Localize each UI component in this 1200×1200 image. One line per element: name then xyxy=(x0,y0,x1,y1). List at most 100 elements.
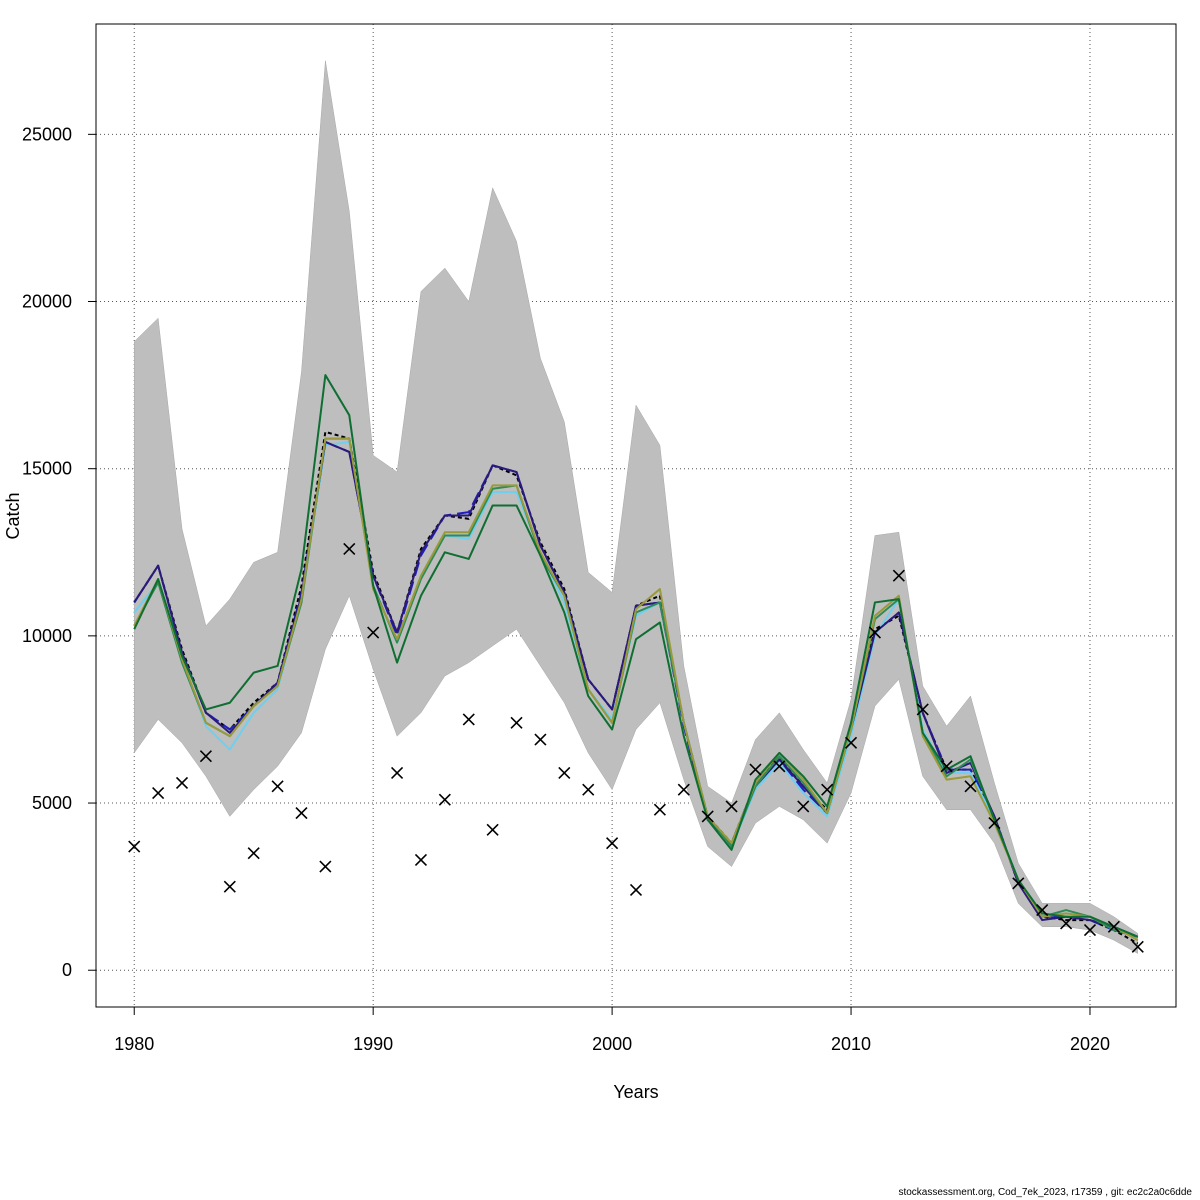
observed-point-stroke xyxy=(390,766,404,780)
observed-point xyxy=(988,817,1001,830)
observed-point xyxy=(892,569,905,582)
observed-point xyxy=(438,793,451,806)
observed-point-stroke xyxy=(223,880,236,893)
observed-point-stroke xyxy=(486,823,499,836)
observed-point-stroke xyxy=(367,626,380,639)
observed-point xyxy=(749,763,762,776)
observed-point xyxy=(797,800,810,813)
observed-point xyxy=(725,800,738,813)
observed-point xyxy=(701,810,714,823)
x-axis-label: Years xyxy=(613,1082,658,1102)
observed-point-stroke xyxy=(152,786,165,800)
observed-point-stroke xyxy=(773,760,786,773)
confidence-band-area xyxy=(133,60,1139,954)
observed-point-stroke xyxy=(175,776,189,790)
x-tick-label: 1990 xyxy=(353,1034,393,1054)
observed-point xyxy=(1131,940,1144,953)
observed-point-stroke xyxy=(414,853,428,866)
observed-point xyxy=(1083,924,1097,937)
observed-point-stroke xyxy=(271,780,284,793)
observed-point xyxy=(510,716,523,729)
y-tick-label: 0 xyxy=(62,960,72,980)
x-tick-label: 2000 xyxy=(592,1034,632,1054)
observed-point xyxy=(223,880,236,893)
observed-point-stroke xyxy=(534,733,547,746)
observed-point xyxy=(844,736,858,749)
observed-point xyxy=(582,783,595,796)
observed-point-stroke xyxy=(319,860,332,873)
observed-point xyxy=(1036,903,1049,917)
observed-points xyxy=(128,542,1144,953)
series-lines xyxy=(133,374,1139,945)
observed-point xyxy=(534,733,547,746)
observed-point-stroke xyxy=(1036,903,1049,917)
observed-point-stroke xyxy=(821,783,834,796)
observed-point-stroke xyxy=(606,837,619,850)
observed-point-stroke xyxy=(988,817,1001,830)
observed-point-stroke xyxy=(677,783,690,796)
x-tick-label: 1980 xyxy=(114,1034,154,1054)
observed-point xyxy=(414,853,428,866)
observed-point-stroke xyxy=(128,840,141,853)
observed-point xyxy=(343,542,356,556)
observed-point-stroke xyxy=(749,763,762,776)
observed-point-stroke xyxy=(295,807,308,820)
observed-point-stroke xyxy=(701,810,714,823)
observed-point xyxy=(175,776,189,790)
x-tick-label: 2020 xyxy=(1070,1034,1110,1054)
observed-point-stroke xyxy=(1060,917,1073,930)
observed-point xyxy=(1060,917,1073,930)
observed-point-stroke xyxy=(892,569,905,582)
observed-point xyxy=(462,713,475,726)
observed-point-stroke xyxy=(199,750,212,763)
y-axis: 0 5000 10000 15000 20000 25000 xyxy=(22,124,97,980)
observed-point-stroke xyxy=(247,847,260,860)
observed-point-stroke xyxy=(1131,940,1144,953)
observed-point xyxy=(390,766,404,780)
observed-point-stroke xyxy=(1083,924,1097,937)
observed-point-stroke xyxy=(653,803,666,816)
observed-point xyxy=(629,883,643,897)
observed-point-stroke xyxy=(797,800,810,813)
series-line-5 xyxy=(133,437,1139,942)
observed-point-stroke xyxy=(916,703,929,716)
observed-point xyxy=(1012,877,1025,890)
y-axis-label: Catch xyxy=(3,492,23,539)
observed-point-stroke xyxy=(940,760,953,773)
series-line-6 xyxy=(133,374,1139,938)
observed-point xyxy=(940,760,953,773)
observed-point xyxy=(486,823,499,836)
observed-point-stroke xyxy=(629,883,643,897)
observed-point-stroke xyxy=(438,793,451,806)
observed-point xyxy=(606,837,619,850)
observed-point xyxy=(653,803,666,816)
observed-point xyxy=(868,626,882,639)
observed-point-stroke xyxy=(868,626,882,639)
observed-point-stroke xyxy=(582,783,595,796)
y-tick-label: 15000 xyxy=(22,459,72,479)
x-tick-label: 2010 xyxy=(831,1034,871,1054)
observed-point xyxy=(677,783,690,796)
x-axis: 1980 1990 2000 2010 2020 xyxy=(114,1006,1110,1054)
observed-point-stroke xyxy=(558,766,571,780)
observed-point-stroke xyxy=(510,716,523,729)
observed-point xyxy=(128,840,141,853)
observed-point-stroke xyxy=(844,736,858,749)
observed-point xyxy=(821,783,834,796)
footer-text: stockassessment.org, Cod_7ek_2023, r1735… xyxy=(898,1187,1192,1198)
observed-point xyxy=(199,750,212,763)
y-tick-label: 10000 xyxy=(22,626,72,646)
observed-point-stroke xyxy=(725,800,738,813)
observed-point xyxy=(319,860,332,873)
observed-point-stroke xyxy=(462,713,475,726)
observed-point xyxy=(964,780,977,793)
observed-point xyxy=(773,760,786,773)
y-tick-label: 25000 xyxy=(22,124,72,144)
observed-point xyxy=(367,626,380,639)
observed-point-stroke xyxy=(1107,920,1120,933)
observed-point-stroke xyxy=(1012,877,1025,890)
observed-point xyxy=(916,703,929,716)
observed-point xyxy=(152,786,165,800)
observed-point xyxy=(247,847,260,860)
